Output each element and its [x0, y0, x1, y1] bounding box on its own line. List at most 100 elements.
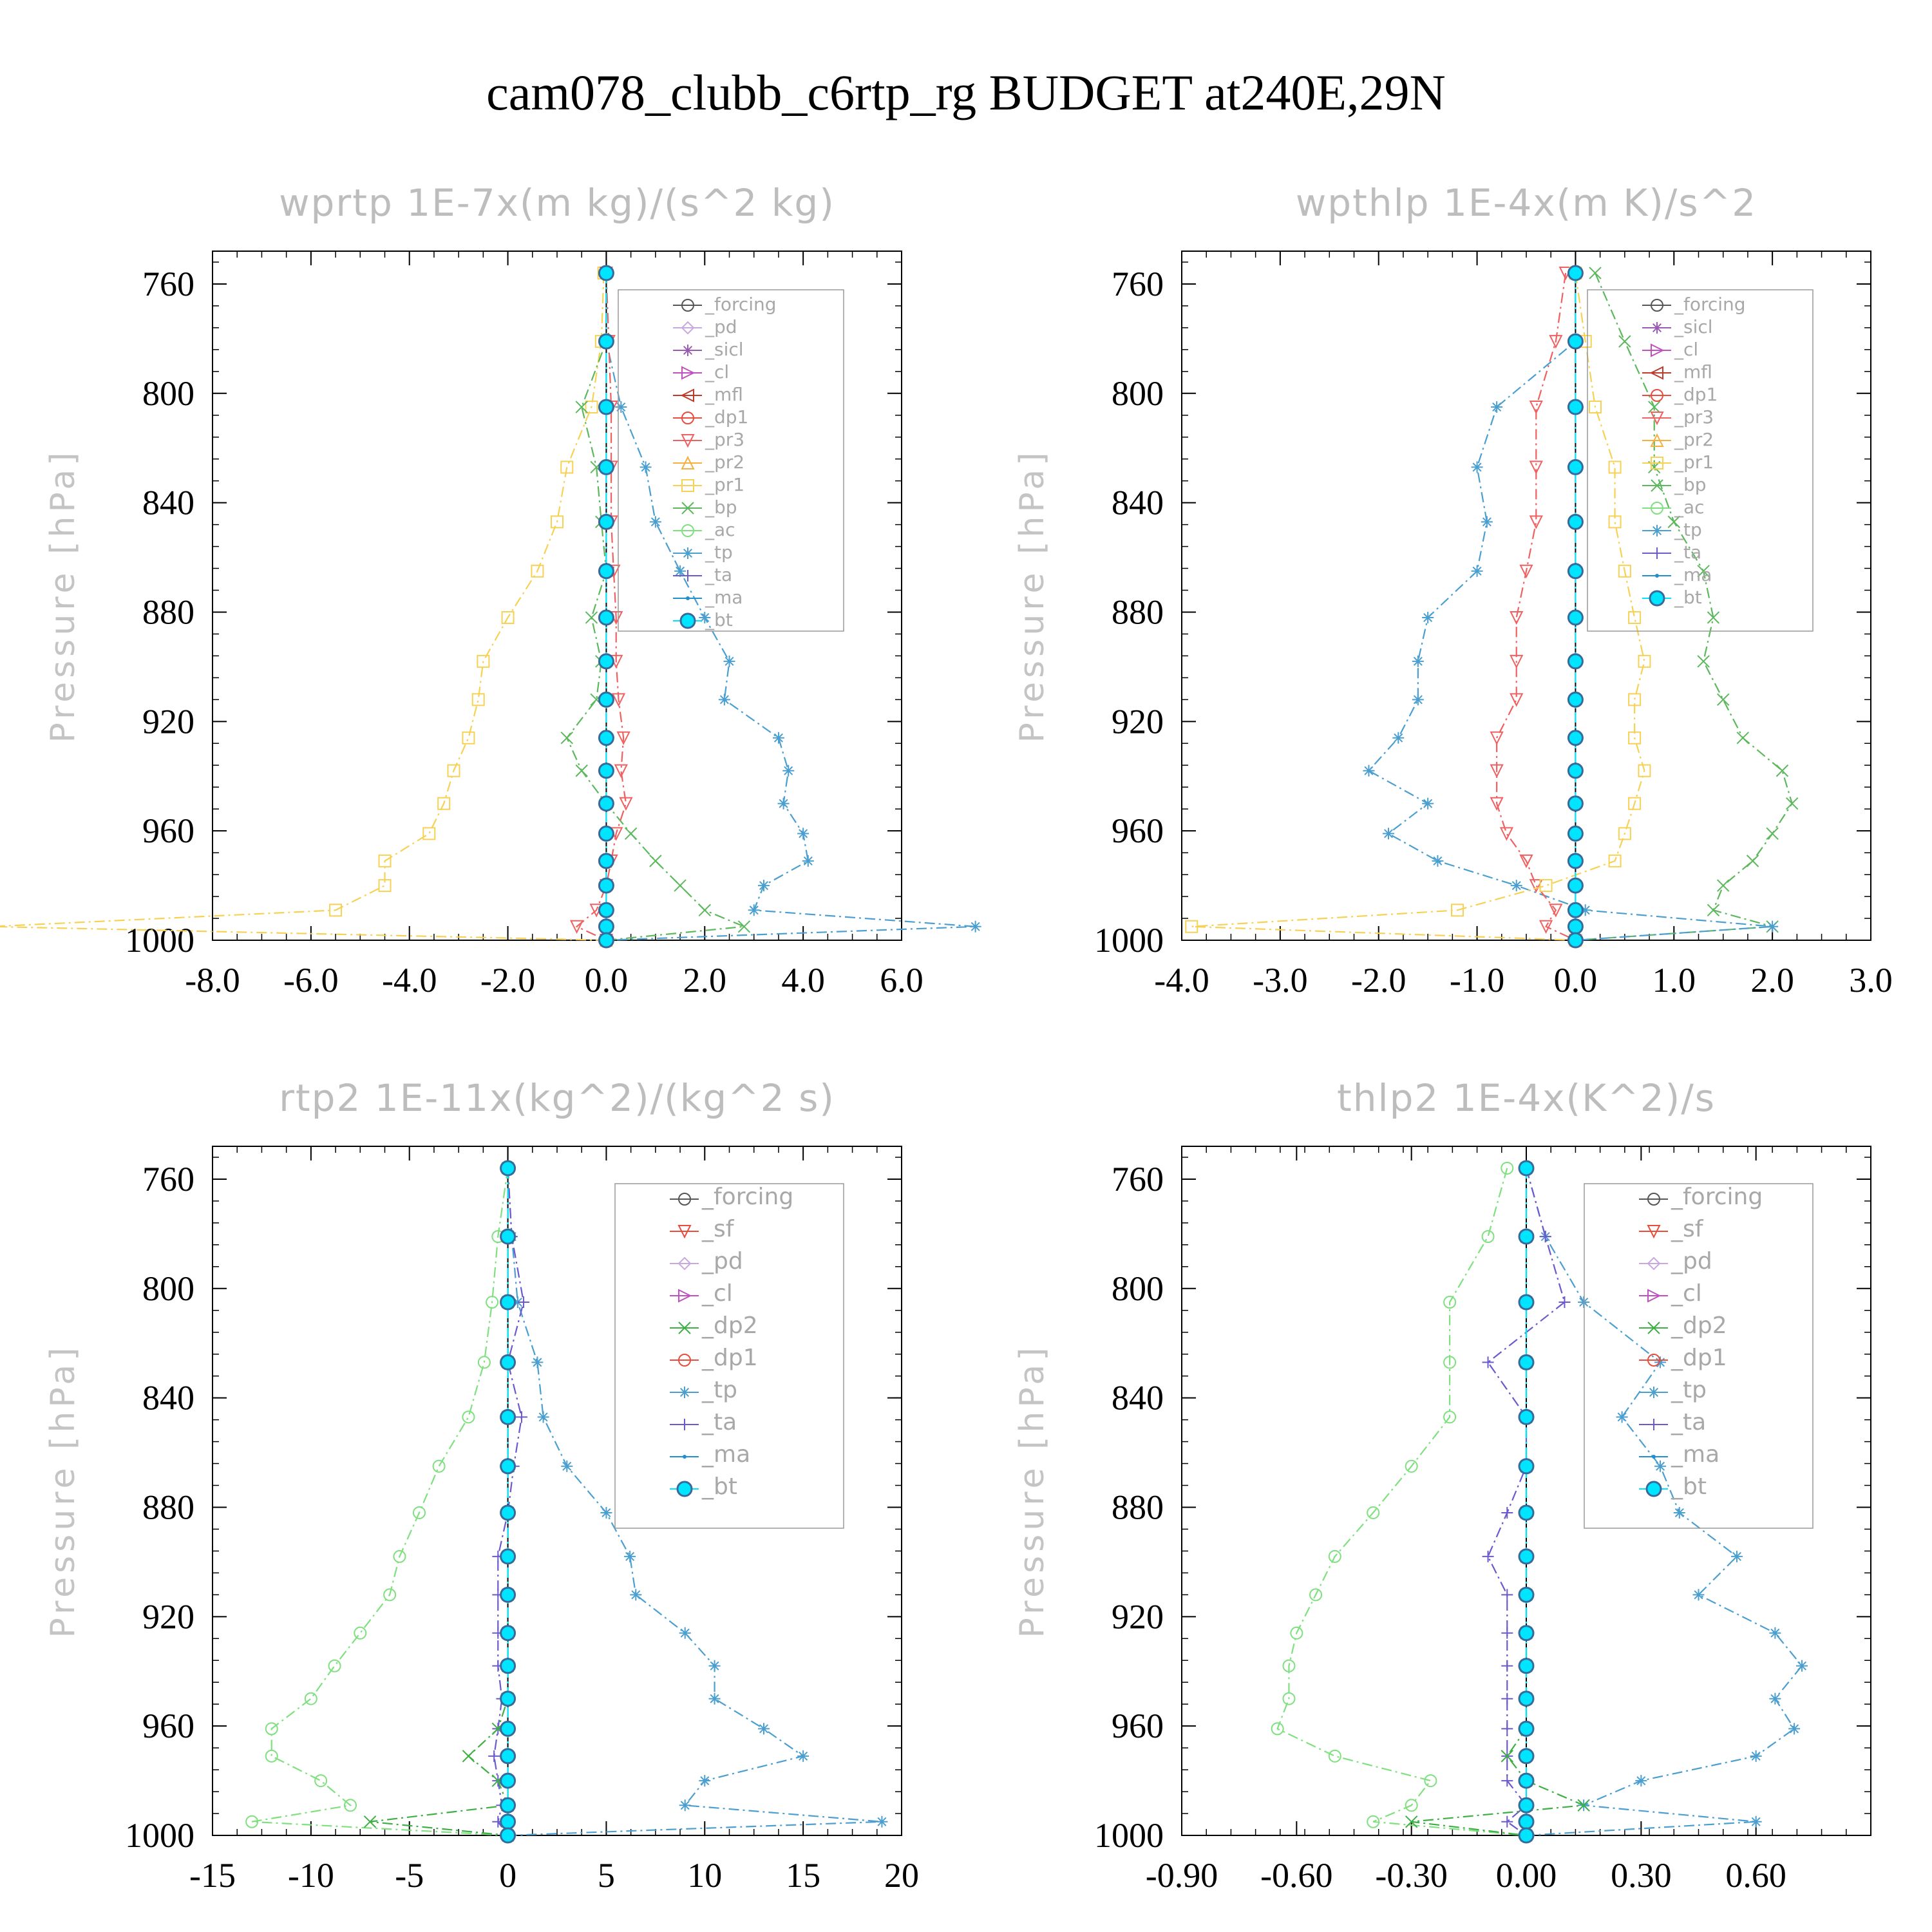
- data-point: [630, 1589, 642, 1601]
- data-point: [1529, 515, 1543, 529]
- data-point: [537, 1411, 549, 1423]
- data-point: [699, 611, 711, 623]
- data-point: [1567, 932, 1584, 949]
- data-point: [1567, 825, 1584, 842]
- data-point: [1443, 1356, 1457, 1369]
- data-point: [1405, 1815, 1418, 1828]
- legend-marker: [1651, 389, 1663, 402]
- legend-label: _pr3: [1674, 406, 1714, 428]
- data-point: [1185, 920, 1198, 933]
- data-point: [1443, 1410, 1457, 1424]
- x-tick-label: -6.0: [283, 961, 338, 999]
- data-point: [1608, 460, 1622, 474]
- series-line: [566, 272, 744, 942]
- legend-label: _forcing: [1671, 1184, 1763, 1210]
- y-tick-label: 880: [142, 1488, 194, 1526]
- data-point: [1412, 655, 1424, 667]
- x-tick-label: -5: [395, 1856, 424, 1895]
- y-tick-label: 840: [1112, 484, 1164, 522]
- data-point: [1746, 855, 1759, 867]
- data-point: [1501, 1692, 1513, 1705]
- panel-1: wprtp 1E-7x(m kg)/(s^2 kg) Pressure [hPa]…: [0, 181, 981, 999]
- data-point: [329, 904, 343, 917]
- data-point: [614, 764, 628, 778]
- data-point: [1577, 1799, 1590, 1812]
- panel-4: thlp2 1E-4x(K^2)/s Pressure [hPa] 760 800 84…: [1013, 1076, 1871, 1895]
- data-point: [1707, 904, 1720, 916]
- data-point: [1518, 1586, 1535, 1603]
- data-point: [1529, 401, 1543, 415]
- data-point: [1567, 513, 1584, 530]
- y-axis-label: Pressure [hPa]: [44, 1344, 82, 1638]
- data-point: [1518, 1228, 1535, 1245]
- x-tick-label: 2.0: [683, 961, 727, 999]
- data-point: [1501, 1775, 1513, 1787]
- x-tick-label: -1.0: [1450, 961, 1504, 999]
- legend-marker: [676, 1481, 693, 1497]
- data-point: [1451, 904, 1464, 917]
- legend-marker: [1652, 1455, 1656, 1459]
- data-point: [624, 1550, 636, 1562]
- data-point: [1518, 1354, 1535, 1370]
- x-tick-label: 0: [499, 1856, 516, 1895]
- data-point: [500, 1458, 516, 1475]
- legend: _forcing_pd_sicl_cl_mfl_dp1_pr3_pr2_pr1_…: [618, 289, 844, 632]
- legend-label: _pd: [705, 316, 737, 337]
- series-line: [0, 272, 607, 942]
- legend-marker: [680, 388, 694, 402]
- data-point: [500, 1160, 516, 1177]
- data-point: [772, 732, 784, 744]
- data-point: [1518, 1690, 1535, 1707]
- legend-label: _dp1: [1671, 1345, 1727, 1371]
- y-tick-label: 800: [1112, 374, 1164, 413]
- legend-marker: [1651, 502, 1663, 515]
- data-point: [488, 1750, 500, 1762]
- legend-label: _ta: [701, 1409, 737, 1435]
- data-point: [1432, 855, 1444, 867]
- data-point: [551, 515, 564, 529]
- data-point: [1424, 1774, 1437, 1788]
- data-point: [1618, 827, 1631, 840]
- y-tick-label: 920: [1112, 1597, 1164, 1636]
- data-point: [1549, 904, 1563, 918]
- data-point: [679, 1627, 691, 1639]
- legend-marker: [679, 1387, 690, 1398]
- x-tick-label: 2.0: [1750, 961, 1794, 999]
- data-point: [1491, 401, 1503, 413]
- data-point: [1518, 1748, 1535, 1765]
- x-tick-label: 5: [598, 1856, 615, 1895]
- legend-marker: [682, 547, 694, 559]
- data-point: [1518, 1548, 1535, 1565]
- y-tick-label: 800: [1112, 1269, 1164, 1308]
- y-tick-label: 800: [142, 1269, 194, 1308]
- legend-label: _cl: [1674, 339, 1698, 360]
- data-point: [598, 609, 614, 626]
- data-point: [600, 1506, 612, 1519]
- data-point: [344, 1799, 357, 1812]
- data-point: [1501, 1589, 1513, 1601]
- data-point: [500, 1827, 516, 1844]
- data-point: [1558, 1296, 1571, 1309]
- data-point: [1638, 654, 1651, 668]
- data-point: [314, 1774, 328, 1788]
- data-point: [1518, 1658, 1535, 1674]
- data-point: [1608, 515, 1622, 529]
- data-point: [413, 1506, 426, 1519]
- data-point: [1490, 797, 1504, 811]
- data-point: [1616, 1411, 1628, 1423]
- data-point: [1697, 565, 1710, 578]
- legend-marker: [681, 366, 696, 380]
- data-point: [1510, 880, 1522, 892]
- data-point: [437, 797, 451, 810]
- legend-box: [1587, 289, 1814, 632]
- panel-title: wpthlp 1E-4x(m K)/s^2: [1296, 181, 1757, 225]
- legend-label: _bp: [705, 497, 737, 518]
- data-point: [782, 764, 795, 777]
- legend-label: _dp1: [705, 406, 748, 428]
- legend-label: _sf: [1671, 1216, 1704, 1242]
- data-point: [1654, 1460, 1667, 1472]
- data-point: [1648, 401, 1661, 413]
- data-point: [598, 563, 614, 580]
- legend-label: _tp: [701, 1377, 737, 1403]
